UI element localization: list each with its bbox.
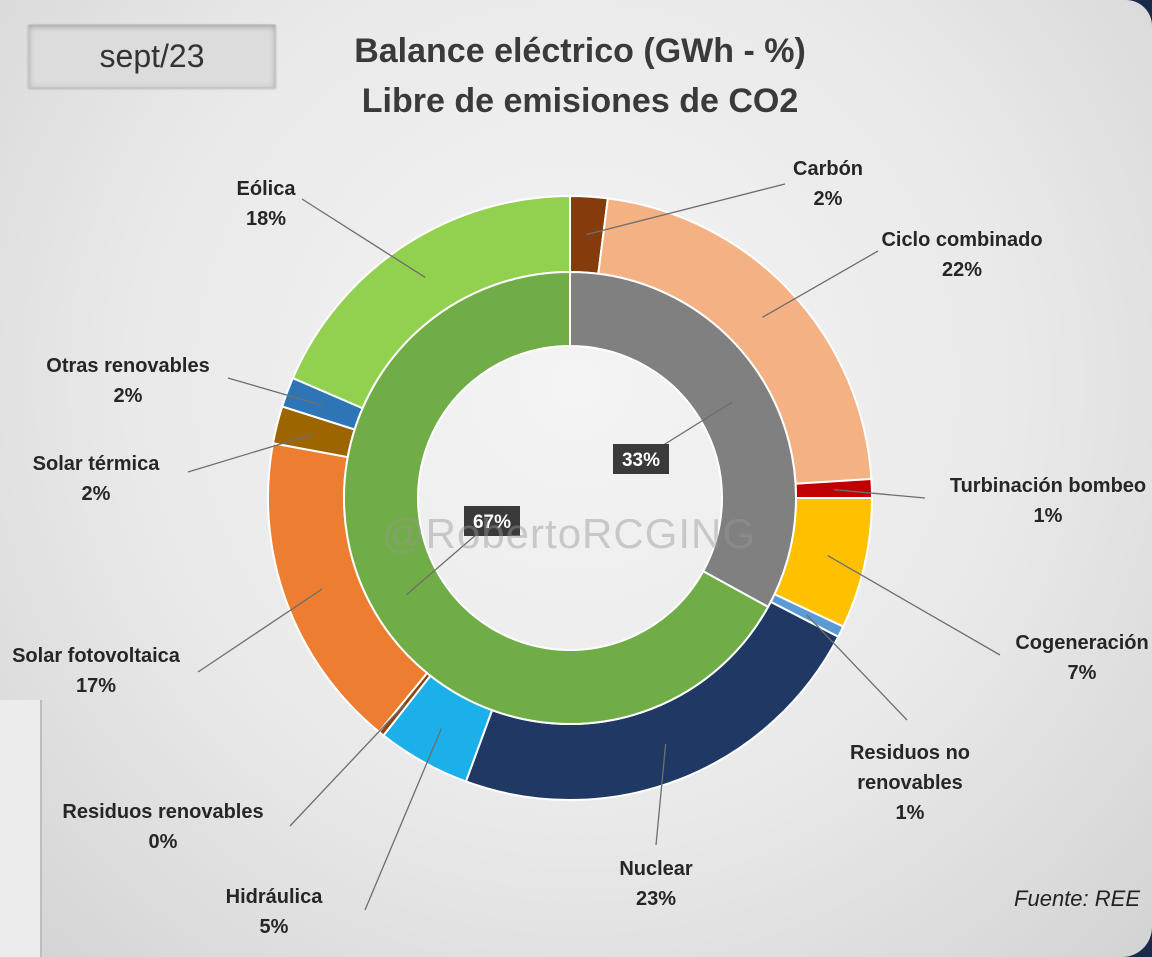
label-residuos-renovables: Residuos renovables 0% bbox=[62, 797, 263, 857]
label-carbon: Carbón 2% bbox=[793, 154, 863, 214]
label-residuos-no-renovables: Residuos no renovables 1% bbox=[850, 738, 970, 828]
leader-line bbox=[302, 199, 425, 277]
label-solar-fotovoltaica: Solar fotovoltaica 17% bbox=[12, 641, 180, 701]
label-eolica: Eólica 18% bbox=[237, 174, 296, 234]
label-ciclo-combinado: Ciclo combinado 22% bbox=[881, 225, 1042, 285]
inner-labels: 33%67% bbox=[406, 402, 731, 594]
label-cogeneracion: Cogeneración 7% bbox=[1015, 628, 1148, 688]
label-nuclear: Nuclear 23% bbox=[619, 854, 692, 914]
source-note: Fuente: REE bbox=[1014, 886, 1140, 912]
inner-label-text: 33% bbox=[622, 450, 660, 471]
label-solar-termica: Solar térmica 2% bbox=[33, 449, 160, 509]
leader-line bbox=[828, 556, 1000, 655]
leader-line bbox=[365, 729, 441, 910]
inner-ring bbox=[344, 272, 796, 724]
watermark: @RobertoRCGING bbox=[382, 510, 756, 558]
leader-line bbox=[290, 704, 405, 826]
label-otras-renovables: Otras renovables 2% bbox=[46, 351, 209, 411]
label-hidraulica: Hidráulica 5% bbox=[226, 882, 323, 942]
label-turbinacion-bombeo: Turbinación bombeo 1% bbox=[950, 471, 1146, 531]
leader-line bbox=[807, 615, 907, 720]
side-panel bbox=[0, 700, 42, 957]
